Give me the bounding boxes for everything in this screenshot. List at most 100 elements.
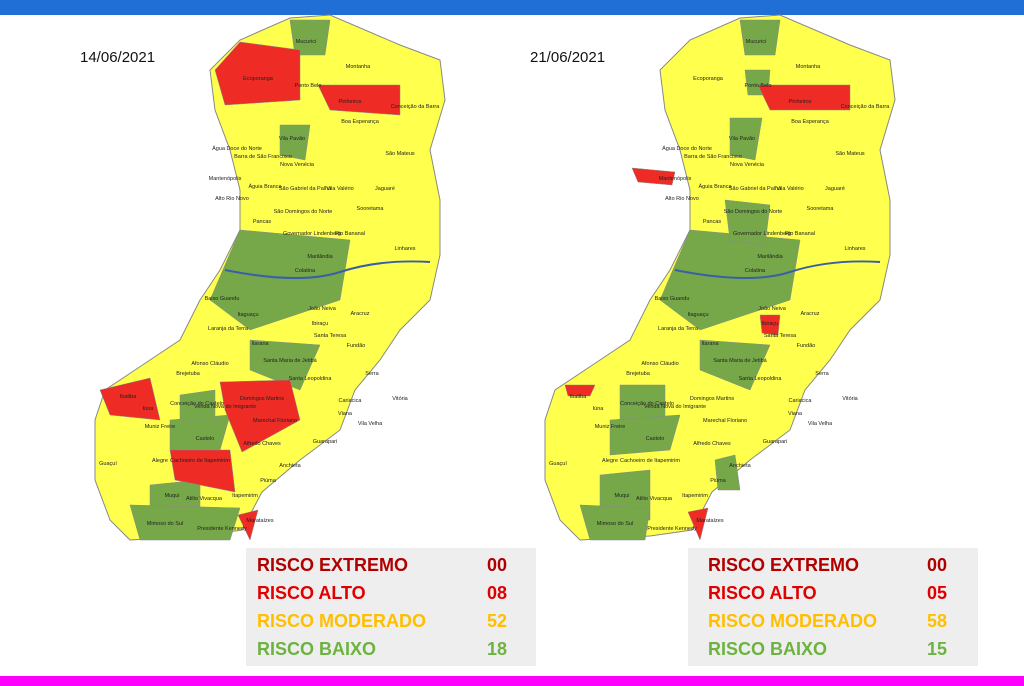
- municipality-label: Marataízes: [246, 518, 273, 524]
- municipality-label: Fundão: [347, 343, 366, 349]
- municipality-label: Conceição do Castelo: [620, 401, 674, 407]
- municipality-label: Boa Esperança: [341, 119, 380, 125]
- municipality-label: Barra de São Francisco: [684, 154, 742, 160]
- municipality-label: Castelo: [196, 436, 215, 442]
- legend-count: 58: [927, 611, 947, 631]
- municipality-label: Nova Venécia: [730, 162, 765, 168]
- municipality-label: Boa Esperança: [791, 119, 830, 125]
- municipality-label: Mucurici: [296, 39, 316, 45]
- municipality-label: Itapemirim: [232, 493, 258, 499]
- municipality-label: Pinheiros: [339, 99, 362, 105]
- municipality-label: Águia Branca: [248, 183, 282, 190]
- municipality-label: Muniz Freire: [595, 424, 626, 430]
- municipality-label: Fundão: [797, 343, 816, 349]
- legend-label: RISCO ALTO: [708, 583, 817, 603]
- municipality-label: Ibatiba: [120, 394, 137, 400]
- municipality-label: Mantenópolis: [209, 176, 242, 182]
- municipality-label: Ponto Belo: [295, 83, 322, 89]
- municipality-label: Serra: [815, 371, 829, 377]
- municipality-label: Alegre: [602, 458, 618, 464]
- municipality-label: Anchieta: [729, 463, 751, 469]
- legend-count: 15: [927, 639, 947, 659]
- high-risk-areas: [99, 41, 401, 541]
- high-risk-areas: [564, 84, 851, 541]
- municipality-label: Itaguaçu: [237, 312, 258, 318]
- municipality-label: São Domingos do Norte: [724, 209, 783, 215]
- municipality-label: Pinheiros: [789, 99, 812, 105]
- municipality-label: Presidente Kennedy: [197, 526, 247, 532]
- municipality-label: Anchieta: [279, 463, 301, 469]
- municipality-label: São Gabriel da Palha: [729, 186, 782, 192]
- municipality-label: Jaguaré: [825, 186, 845, 192]
- municipality-label: Vila Velha: [358, 421, 383, 427]
- municipality-label: Viana: [788, 411, 803, 417]
- municipality-label: Guarapari: [313, 439, 337, 445]
- municipality-label: Piúma: [260, 478, 277, 484]
- map: 14/06/2021 Mucurici Montanha Ecoporanga Pon…: [80, 14, 446, 541]
- municipality-label: Guarapari: [763, 439, 787, 445]
- municipality-label: Vitória: [842, 396, 858, 402]
- municipality-label: Sooretama: [807, 206, 835, 212]
- municipality-label: Atilio Vivacqua: [186, 496, 223, 502]
- legend-count: 52: [487, 611, 507, 631]
- municipality-label: Santa Maria de Jetibá: [713, 358, 767, 364]
- legend: RISCO EXTREMO 00 RISCO ALTO 05 RISCO MOD…: [688, 548, 978, 666]
- municipality-label: Ponto Belo: [745, 83, 772, 89]
- municipality-label: Brejetuba: [176, 371, 200, 377]
- municipality-label: Ibiraçu: [762, 321, 779, 327]
- municipality-label: Montanha: [346, 64, 371, 70]
- municipality-label: Cariacica: [339, 398, 363, 404]
- municipality-label: Laranja da Terra: [208, 326, 249, 332]
- municipality-label: São Domingos do Norte: [274, 209, 333, 215]
- municipality-label: Itapemirim: [682, 493, 708, 499]
- municipality-label: Marechal Floriano: [253, 418, 297, 424]
- municipality-label: Guaçuí: [549, 461, 567, 467]
- municipality-label: Barra de São Francisco: [234, 154, 292, 160]
- municipality-label: Alegre: [152, 458, 168, 464]
- municipality-label: Santa Teresa: [764, 333, 797, 339]
- legend-count: 05: [927, 583, 947, 603]
- municipality-label: Mucurici: [746, 39, 766, 45]
- municipality-label: Linhares: [394, 246, 415, 252]
- municipality-label: Santa Teresa: [314, 333, 347, 339]
- legend-count: 00: [487, 555, 507, 575]
- municipality-label: João Neiva: [308, 306, 336, 312]
- legend-label: RISCO ALTO: [257, 583, 366, 603]
- municipality-label: Aracruz: [351, 311, 370, 317]
- map: 21/06/2021 Mucurici Montanha Ecoporanga Pon…: [530, 14, 896, 541]
- municipality-label: Guaçuí: [99, 461, 117, 467]
- municipality-label: São Mateus: [835, 151, 865, 157]
- municipality-label: Nova Venécia: [280, 162, 315, 168]
- municipality-label: Piúma: [710, 478, 727, 484]
- municipality-label: Serra: [365, 371, 379, 377]
- municipality-label: Aracruz: [801, 311, 820, 317]
- legend-count: 00: [927, 555, 947, 575]
- map-date: 21/06/2021: [530, 49, 605, 66]
- legend-label: RISCO MODERADO: [708, 611, 877, 631]
- municipality-label: Marataízes: [696, 518, 723, 524]
- low-risk-areas: [579, 19, 801, 541]
- municipality-label: João Neiva: [758, 306, 786, 312]
- municipality-label: Conceição da Barra: [391, 104, 441, 110]
- municipality-label: Vitória: [392, 396, 408, 402]
- map-date: 14/06/2021: [80, 49, 155, 66]
- municipality-label: Cariacica: [789, 398, 813, 404]
- legend-label: RISCO EXTREMO: [708, 555, 859, 575]
- municipality-label: Cachoeiro de Itapemirim: [170, 458, 230, 464]
- municipality-label: São Gabriel da Palha: [279, 186, 332, 192]
- legend-label: RISCO BAIXO: [257, 639, 376, 659]
- municipality-label: Atilio Vivacqua: [636, 496, 673, 502]
- municipality-label: Venda Nova do Imigrante: [194, 404, 256, 410]
- municipality-label: Presidente Kennedy: [647, 526, 697, 532]
- municipality-label: Itarana: [701, 341, 719, 347]
- legend-count: 08: [487, 583, 507, 603]
- legend: RISCO EXTREMO 00 RISCO ALTO 08 RISCO MOD…: [246, 548, 536, 666]
- municipality-label: São Mateus: [385, 151, 415, 157]
- municipality-label: Conceição do Castelo: [170, 401, 224, 407]
- municipality-label: Domingos Martins: [240, 396, 285, 402]
- municipality-label: Ibatiba: [570, 394, 587, 400]
- municipality-label: Marilândia: [307, 254, 333, 260]
- municipality-label: Muqui: [615, 493, 630, 499]
- municipality-label: Ibiraçu: [312, 321, 329, 327]
